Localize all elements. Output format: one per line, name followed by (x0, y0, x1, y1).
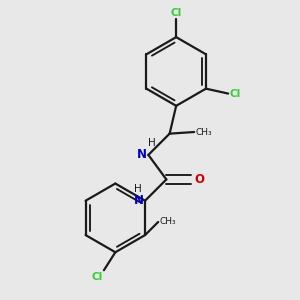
Text: Cl: Cl (229, 88, 240, 99)
Text: Cl: Cl (170, 8, 182, 18)
Text: CH₃: CH₃ (160, 218, 176, 226)
Text: H: H (134, 184, 142, 194)
Text: N: N (137, 148, 147, 161)
Text: Cl: Cl (92, 272, 103, 282)
Text: O: O (195, 173, 205, 186)
Text: N: N (134, 194, 143, 207)
Text: H: H (148, 138, 155, 148)
Text: CH₃: CH₃ (196, 128, 212, 136)
